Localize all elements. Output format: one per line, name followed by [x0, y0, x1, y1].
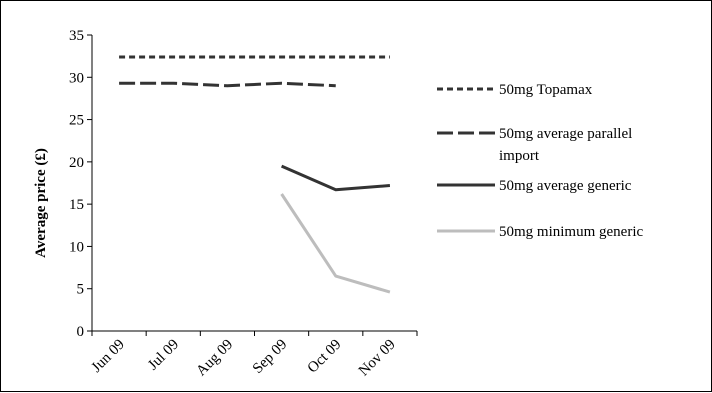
y-tick-label: 5: [77, 282, 85, 298]
series-line-2: [119, 81, 336, 88]
y-tick-label: 35: [69, 28, 84, 44]
y-axis-title: Average price (£): [33, 148, 49, 258]
y-axis: 0 5 10 15 20 25 30 35: [69, 28, 93, 340]
x-tick-label: Sep 09: [250, 337, 290, 377]
legend: 50mg Topamax 50mg average parallel import 5…: [437, 82, 643, 240]
x-tick-label: Aug 09: [193, 337, 236, 380]
x-axis: Jun 09 Jul 09 Aug 09 Sep 09 Oct 09 Nov 09: [89, 330, 418, 380]
y-tick-label: 25: [69, 113, 84, 129]
x-tick-label: Jul 09: [145, 337, 182, 374]
legend-label-4: 50mg minimum generic: [499, 224, 643, 240]
legend-label-3: 50mg average generic: [499, 178, 632, 194]
x-tick-label: Jun 09: [89, 337, 128, 376]
series-line-4: [280, 193, 391, 294]
x-tick-label: Nov 09: [356, 337, 399, 380]
y-tick-label: 15: [69, 197, 84, 213]
y-tick-label: 0: [77, 324, 85, 340]
y-tick-label: 30: [69, 70, 84, 86]
y-tick-label: 10: [69, 239, 84, 255]
series-line-3: [280, 164, 391, 192]
series-layer: [119, 55, 391, 294]
legend-label-2: 50mg average parallel import: [499, 126, 632, 164]
x-tick-label: Oct 09: [305, 337, 345, 377]
y-tick-label: 20: [69, 155, 84, 171]
legend-label-1: 50mg Topamax: [499, 82, 593, 98]
